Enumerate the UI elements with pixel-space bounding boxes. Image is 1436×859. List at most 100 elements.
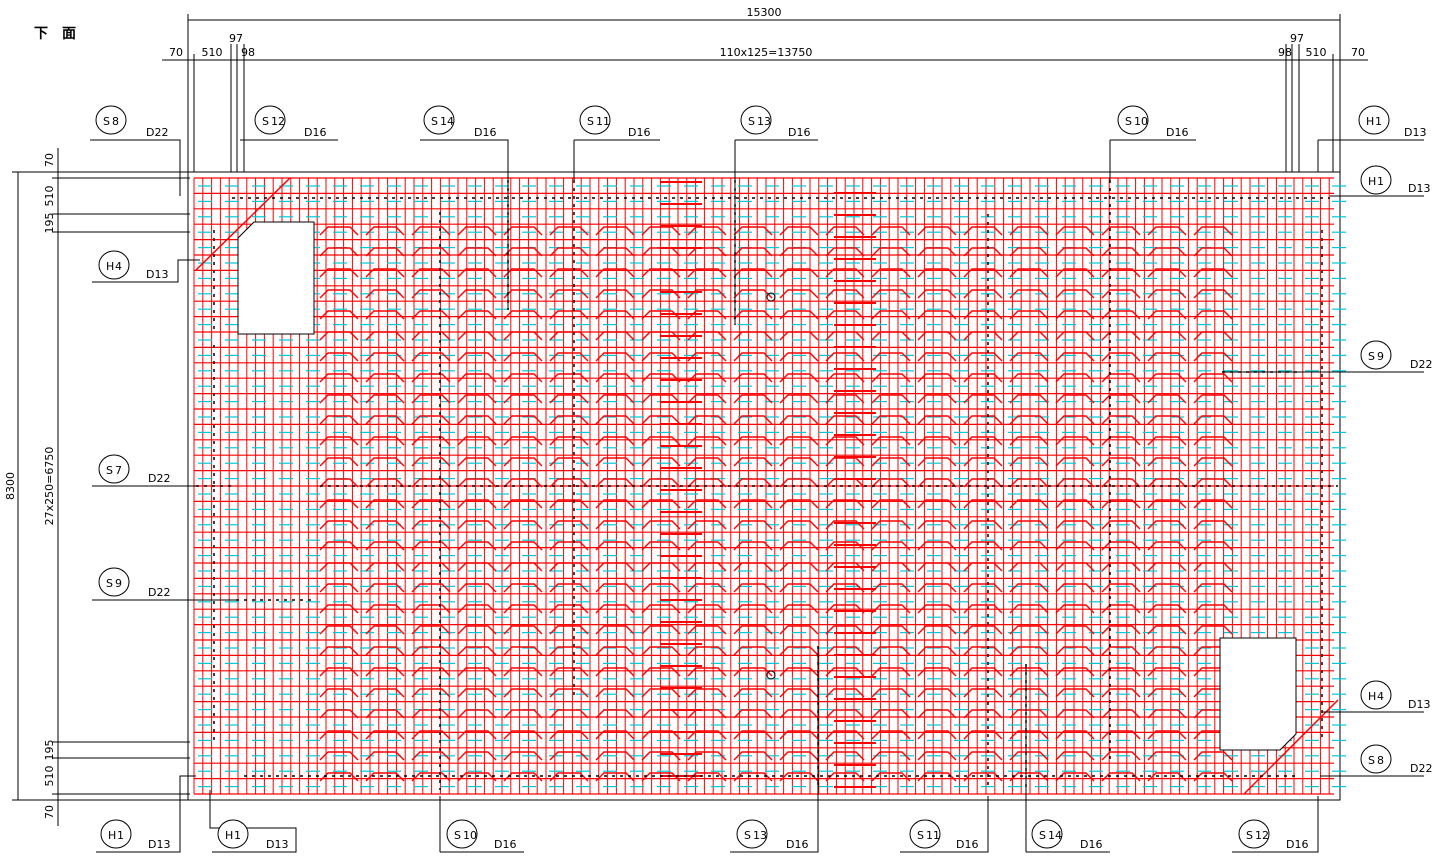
cranked-bar	[319, 247, 1233, 257]
callout-circle	[1238, 819, 1270, 849]
callout-size: D16	[786, 838, 808, 851]
callout-left: H 4 D13	[98, 250, 168, 281]
hole-top	[766, 292, 776, 302]
callout-mark: S	[262, 115, 269, 128]
cranked-bar	[319, 583, 1233, 593]
callout-size: D22	[146, 126, 168, 139]
callout-circle	[1031, 819, 1063, 849]
callout-size: D16	[1080, 838, 1102, 851]
callout-mark: S	[106, 577, 113, 590]
callout-top: S 8 D22	[95, 105, 168, 139]
callout-sub: 9	[115, 577, 122, 590]
openings	[237, 221, 1297, 751]
callout-circle	[1360, 744, 1392, 774]
callout-size: D22	[148, 586, 170, 599]
callout-sub: 12	[271, 115, 285, 128]
callout-size: D16	[788, 126, 810, 139]
callout-right: H 1 D13	[1360, 165, 1430, 195]
callout-mark: H	[1368, 690, 1376, 703]
callout-top: S 10 D16	[1117, 105, 1188, 139]
dim-v-bot-edge: 510	[43, 766, 56, 787]
callout-right: S 9 D22	[1360, 340, 1432, 371]
callout-right: S 8 D22	[1360, 744, 1432, 775]
callout-size: D13	[1408, 182, 1430, 195]
callout-mark: S	[431, 115, 438, 128]
opening-bottom-right	[1219, 637, 1297, 751]
callout-sub: 8	[1377, 754, 1384, 767]
callout-bottom: S 10 D16	[446, 819, 516, 851]
callout-size: D16	[1286, 838, 1308, 851]
callout-circle	[1360, 680, 1392, 710]
cranked-bar	[319, 709, 1233, 719]
callout-circle	[423, 105, 455, 135]
cranked-bar	[319, 667, 1233, 677]
dim-v-top-edge: 510	[43, 186, 56, 207]
callout-sub: 14	[440, 115, 454, 128]
callout-bottom: S 14 D16	[1031, 819, 1102, 851]
callout-circle	[98, 250, 130, 280]
callout-circle	[740, 105, 772, 135]
cranked-bar	[319, 373, 1233, 383]
callout-sub: 10	[463, 829, 477, 842]
callout-sub: 1	[234, 829, 241, 842]
callout-size: D22	[148, 472, 170, 485]
callout-circle	[217, 819, 249, 849]
callout-sub: 13	[757, 115, 771, 128]
hole-bottom	[766, 670, 776, 680]
callout-sub: 14	[1048, 829, 1062, 842]
callout-top: S 14 D16	[423, 105, 496, 139]
callout-mark: H	[106, 260, 114, 273]
callout-size: D16	[956, 838, 978, 851]
callout-size: D22	[1410, 762, 1432, 775]
callout-mark: S	[1125, 115, 1132, 128]
dim-left-b: 98	[241, 46, 255, 59]
callout-mark: S	[917, 829, 924, 842]
cranked-bar	[319, 226, 1233, 236]
dim-left-a: 97	[229, 32, 243, 45]
callout-circle	[736, 819, 768, 849]
callout-circle	[909, 819, 941, 849]
callout-mark: S	[106, 464, 113, 477]
callout-circle	[254, 105, 286, 135]
cranked-bar	[319, 562, 1233, 572]
dim-total-height: 8300	[4, 472, 17, 500]
dimension-lines	[12, 14, 1368, 826]
callout-bottom: S 12 D16	[1238, 819, 1308, 851]
callout-sub: 11	[926, 829, 940, 842]
callout-size: D13	[1408, 698, 1430, 711]
callout-mark: S	[587, 115, 594, 128]
callout-size: D16	[474, 126, 496, 139]
callout-mark: S	[1368, 754, 1375, 767]
callout-circle	[100, 819, 132, 849]
dim-right-a: 97	[1290, 32, 1304, 45]
callout-mark: S	[1368, 350, 1375, 363]
callout-circle	[1360, 165, 1392, 195]
callout-size: D13	[266, 838, 288, 851]
callout-circle	[446, 819, 478, 849]
callout-size: D22	[1410, 358, 1432, 371]
callout-mark: S	[1039, 829, 1046, 842]
dim-right-b: 98	[1278, 46, 1292, 59]
dim-v-bot-b: 195	[43, 740, 56, 761]
callout-circle	[98, 567, 130, 597]
dim-v-middle: 27x250=6750	[43, 447, 56, 526]
cranked-bar	[319, 625, 1233, 635]
callout-sub: 10	[1134, 115, 1148, 128]
cranked-bar	[319, 352, 1233, 362]
callout-mark: S	[454, 829, 461, 842]
cranked-bar	[319, 331, 1233, 341]
dim-middle: 110x125=13750	[720, 46, 813, 59]
cranked-bar	[319, 772, 1233, 782]
callout-sub: 13	[753, 829, 767, 842]
callout-mark: H	[108, 829, 116, 842]
callout-sub: 12	[1255, 829, 1269, 842]
callout-sub: 11	[596, 115, 610, 128]
callout-mark: S	[748, 115, 755, 128]
callout-mark: S	[103, 115, 110, 128]
cranked-bar	[319, 268, 1233, 278]
callout-sub: 1	[117, 829, 124, 842]
callout-mark: H	[1368, 175, 1376, 188]
callout-mark: H	[225, 829, 233, 842]
callout-circle	[1360, 340, 1392, 370]
